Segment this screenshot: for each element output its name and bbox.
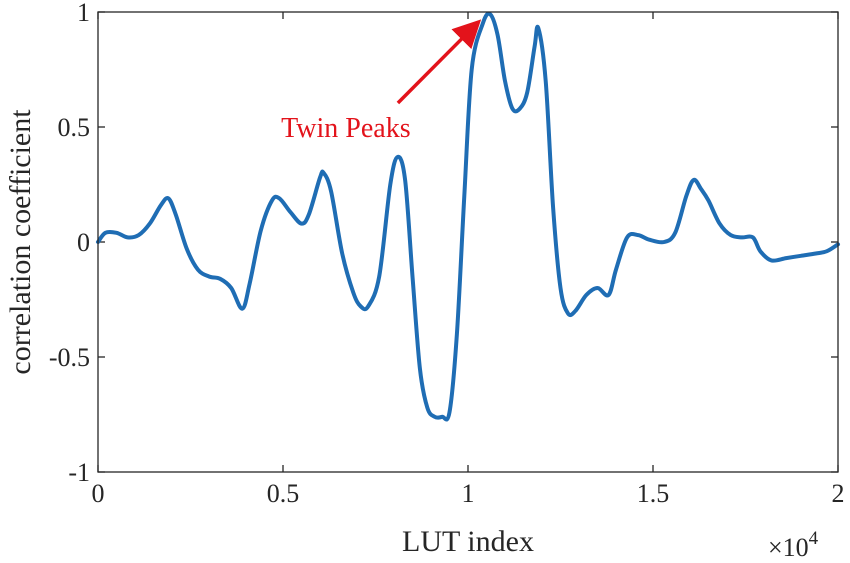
x-tick-label: 2: [832, 479, 845, 508]
plot-frame: [97, 11, 839, 473]
y-tick-label: -0.5: [49, 343, 90, 372]
plot-area: [98, 12, 838, 472]
x-axis-title: LUT index: [402, 525, 534, 558]
annotation-arrow: [396, 19, 482, 105]
x-tick-label: 0: [92, 479, 105, 508]
y-tick-label: -1: [68, 458, 90, 487]
y-axis-title: correlation coefficient: [4, 109, 37, 375]
x-exponent-power: 4: [809, 528, 819, 549]
x-exponent-label: ×104: [768, 528, 819, 562]
x-exponent-base: ×10: [768, 533, 809, 562]
y-tick-label: 0: [77, 228, 90, 257]
series-line: [96, 11, 840, 422]
y-tick-label: 1: [77, 0, 90, 27]
tick-labels-group: 0 0.5 1 1.5 2 -1 -0.5 0 0.5 1: [49, 0, 845, 508]
y-tick-label: 0.5: [58, 113, 91, 142]
x-tick-label: 1: [462, 479, 475, 508]
annotation-label: Twin Peaks: [281, 113, 410, 144]
x-tick-label: 1.5: [637, 479, 670, 508]
x-tick-label: 0.5: [267, 479, 300, 508]
